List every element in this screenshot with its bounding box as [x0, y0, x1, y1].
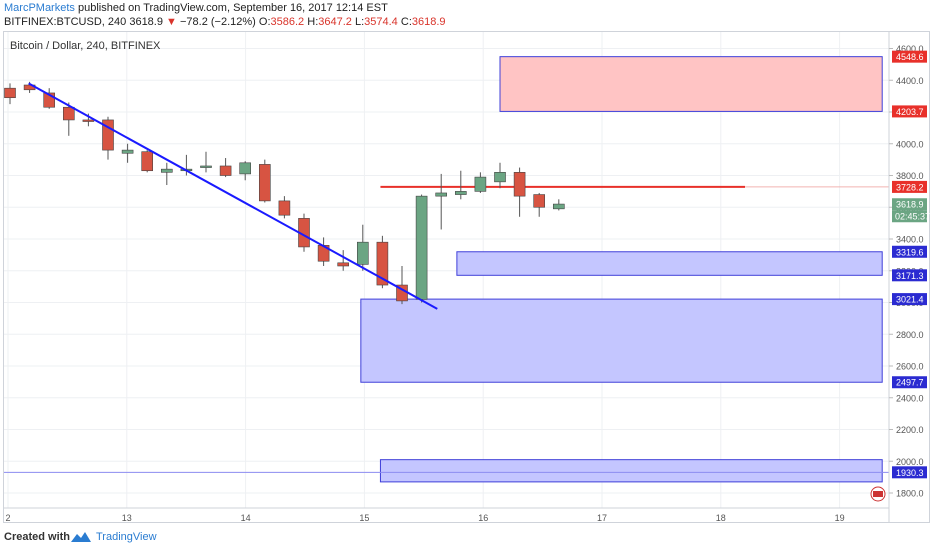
- candle-up: [161, 168, 173, 173]
- price-label: 3171.3: [896, 271, 924, 281]
- candle-down: [141, 151, 153, 172]
- candle-down: [219, 165, 232, 176]
- price-label: 1930.3: [896, 468, 924, 478]
- ohlc-line: BITFINEX:BTCUSD, 240 3618.9 ▼ −78.2 (−2.…: [4, 16, 446, 28]
- candle-up: [474, 176, 487, 192]
- chart-frame[interactable]: [3, 31, 930, 523]
- low-label: L:: [354, 16, 365, 28]
- candle-up: [239, 162, 251, 175]
- demand-zone: [379, 459, 883, 483]
- demand-zone: [456, 251, 883, 276]
- author-link[interactable]: MarcPMarkets: [4, 2, 75, 14]
- candle-down: [82, 119, 95, 122]
- flag-icon: [870, 486, 886, 502]
- y-tick-label: 3800.0: [896, 171, 924, 181]
- high-value: 3647.2: [318, 16, 352, 28]
- demand-zone: [360, 298, 883, 383]
- published-text: published on TradingView.com, September …: [74, 2, 388, 14]
- publish-line: MarcPMarkets published on TradingView.co…: [4, 2, 388, 14]
- close-value: 3618.9: [411, 16, 446, 28]
- y-tick-label: 3400.0: [896, 235, 924, 245]
- x-tick-label: 16: [478, 513, 488, 523]
- ticker-label: BITFINEX:BTCUSD, 240: [4, 16, 127, 28]
- y-tick-label: 4000.0: [896, 139, 924, 149]
- price-label-bg: [892, 245, 927, 258]
- y-tick-label: 4600.0: [896, 44, 924, 54]
- open-value: 3586.2: [270, 16, 305, 28]
- candle-down: [513, 172, 526, 197]
- low-value: 3574.4: [364, 16, 398, 28]
- candle-down: [533, 194, 546, 208]
- candle-down: [43, 92, 56, 108]
- candle-up: [454, 191, 467, 195]
- x-tick-label: 18: [716, 513, 726, 523]
- symbol-label: Bitcoin / Dollar, 240, BITFINEX: [10, 40, 161, 52]
- price-label: 3728.2: [896, 182, 924, 192]
- high-label: H:: [307, 16, 319, 28]
- y-tick-label: 2600.0: [896, 362, 924, 372]
- y-tick-label: 2400.0: [896, 393, 924, 403]
- candle-up: [121, 149, 134, 154]
- x-tick-label: 19: [835, 513, 845, 523]
- x-tick-label: 13: [122, 513, 132, 523]
- price-label: 2497.7: [896, 378, 924, 388]
- countdown-bg: [892, 210, 927, 223]
- supply-zone: [499, 56, 883, 112]
- candle-up: [415, 195, 428, 300]
- candle-down: [376, 241, 389, 286]
- price-label: 4203.7: [896, 107, 924, 117]
- candle-up: [356, 241, 369, 265]
- last-price: 3618.9: [129, 16, 163, 28]
- x-tick-label: 17: [597, 513, 607, 523]
- trend-line: [28, 82, 438, 310]
- flag-stripe: [873, 491, 883, 497]
- price-label-bg: [892, 180, 927, 193]
- candle-down: [337, 262, 350, 267]
- price-label-bg: [892, 269, 927, 282]
- price-label-bg: [892, 105, 927, 118]
- publish-header: MarcPMarkets published on TradingView.co…: [0, 0, 932, 30]
- y-tick-label: 2200.0: [896, 425, 924, 435]
- x-tick-label: 14: [241, 513, 251, 523]
- price-label-bg: [892, 466, 927, 479]
- y-tick-label: 4400.0: [896, 76, 924, 86]
- y-tick-label: 1800.0: [896, 489, 924, 499]
- plot-area: [4, 32, 889, 508]
- price-label: 3021.4: [896, 295, 924, 305]
- price-label-bg: [892, 50, 927, 63]
- tradingview-logo-icon: [71, 532, 91, 542]
- price-label: 4548.6: [896, 52, 924, 62]
- candle-up: [494, 172, 506, 183]
- price-label: 3319.6: [896, 247, 924, 257]
- y-tick-label: 2800.0: [896, 330, 924, 340]
- candle-up: [552, 203, 565, 210]
- candle-down: [102, 119, 114, 151]
- candle-up: [435, 192, 448, 197]
- down-arrow-icon: ▼: [166, 16, 177, 28]
- price-label-bg: [892, 198, 927, 211]
- open-label: O:: [258, 16, 271, 28]
- candle-down: [4, 87, 16, 99]
- close-label: C:: [400, 16, 412, 28]
- price-label: 3618.9: [896, 200, 924, 210]
- candle-up: [200, 165, 212, 168]
- price-label-bg: [892, 293, 927, 306]
- price-change: −78.2 (−2.12%): [180, 16, 256, 28]
- candle-down: [258, 164, 271, 202]
- candle-down: [62, 106, 75, 121]
- countdown-label: 02:45:37: [895, 212, 930, 222]
- x-tick-label: 2: [5, 513, 10, 523]
- footer: Created with TradingView: [0, 524, 932, 550]
- x-tick-label: 15: [359, 513, 369, 523]
- price-label-bg: [892, 376, 927, 389]
- tradingview-brand[interactable]: TradingView: [96, 531, 157, 543]
- candle-down: [278, 200, 291, 216]
- y-tick-label: 2000.0: [896, 457, 924, 467]
- created-with-text: Created with: [4, 531, 71, 543]
